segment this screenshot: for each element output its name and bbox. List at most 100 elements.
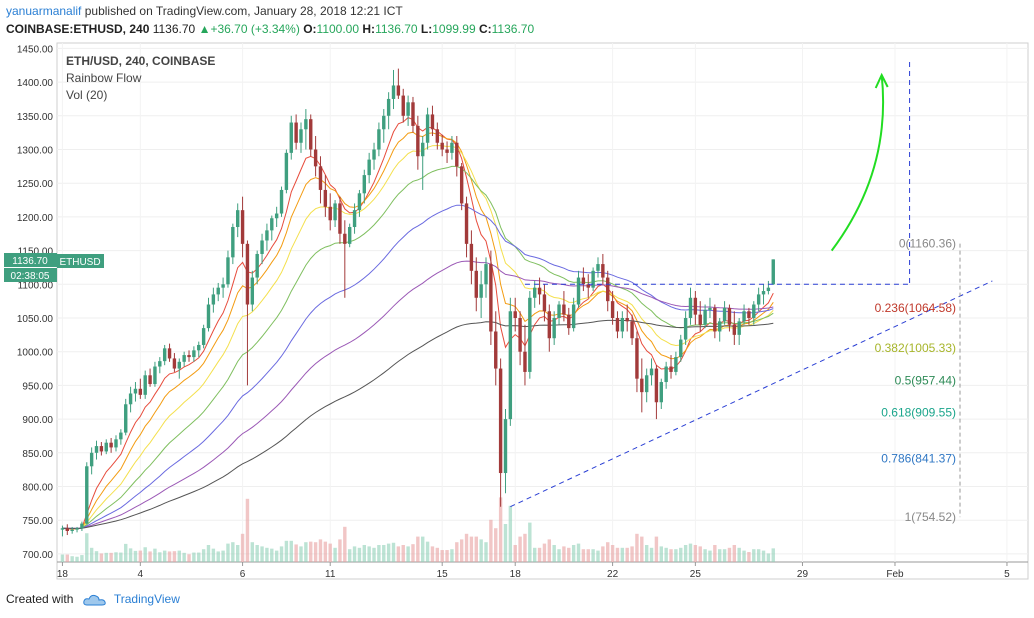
candle-up [85, 466, 89, 524]
x-tick-label: 5 [1004, 569, 1010, 580]
candle-up [304, 119, 308, 130]
candle-up [576, 277, 581, 305]
volume-bar-up [182, 552, 186, 562]
volume-bar-up [216, 551, 220, 562]
volume-bar-down [245, 498, 250, 562]
candle-up [367, 159, 371, 176]
volume-bar-up [557, 549, 561, 562]
candle-up [182, 355, 186, 362]
volume-bar-up [362, 545, 366, 562]
volume-bar-up [89, 547, 94, 562]
volume-bar-up [255, 545, 259, 562]
volume-bar-down [138, 550, 143, 562]
candle-up [644, 375, 649, 393]
tradingview-link[interactable]: TradingView [113, 592, 180, 606]
candle-up [718, 321, 722, 332]
candle-up [114, 439, 118, 448]
candle-down [713, 307, 717, 332]
x-axis: 18 4 6 11 15 18 22 25 29 Feb 5 [57, 562, 1010, 580]
candle-down [338, 203, 342, 234]
candle-up [197, 344, 201, 351]
volume-bar-up [279, 546, 284, 562]
volume-bar-up [119, 552, 123, 562]
candle-down [416, 125, 420, 157]
high-label: H: [362, 22, 376, 36]
price-tag: 1136.70 02:38:05 ETHUSD [4, 253, 104, 282]
volume-bar-down [109, 552, 113, 562]
volume-bar-down [654, 536, 659, 562]
volume-bar-down [187, 554, 191, 562]
fib-level-label: 0.786(841.37) [881, 452, 956, 466]
candle-down [474, 270, 478, 298]
candle-down [630, 321, 634, 339]
volume-bar-down [464, 533, 469, 562]
candle-down [581, 277, 586, 285]
fib-level-label: 1(754.52) [905, 510, 956, 524]
volume-bar-down [440, 550, 444, 562]
candle-up [708, 307, 712, 310]
volume-bar-down [513, 545, 517, 562]
candle-up [508, 311, 513, 420]
volume-bar-up [591, 549, 595, 562]
volume-bar-up [70, 556, 74, 562]
fib-level-label: 0.382(1005.33) [875, 341, 956, 355]
volume-bar-down [523, 533, 527, 562]
candle-up [421, 142, 425, 157]
volume-bar-up [406, 546, 410, 562]
volume-bar-down [498, 497, 503, 562]
volume-bar-up [479, 539, 483, 562]
volume-bar-up [231, 542, 235, 562]
volume-bar-down [615, 547, 620, 562]
candle-down [138, 388, 143, 395]
candle-down [240, 210, 245, 244]
candle-down [99, 446, 104, 452]
volume-bar-down [411, 544, 415, 562]
candle-up [279, 189, 284, 214]
ma-line-21 [62, 144, 774, 530]
candle-down [469, 243, 474, 271]
candle-down [567, 314, 571, 329]
x-tick-label: 18 [57, 569, 69, 580]
candle-down [732, 324, 737, 335]
author-link[interactable]: yanuarmanalif [6, 4, 82, 18]
fibonacci-levels: 0(1160.36) 0.236(1064.58) 0.382(1005.33) 0.… [875, 237, 961, 524]
ma-line-144 [62, 319, 774, 529]
candle-up [357, 193, 362, 211]
y-tick-label: 1300.00 [17, 145, 54, 156]
candle-down [109, 442, 113, 448]
candle-up [377, 129, 381, 150]
candle-up [274, 213, 279, 219]
candle-up [591, 270, 595, 288]
volume-bar-up [683, 545, 688, 562]
y-axis: 1450.00 1400.00 1350.00 1300.00 1250.00 1200.… [17, 44, 54, 561]
volume-bar-down [401, 545, 405, 562]
candle-down [489, 264, 493, 332]
volume-bar-up [620, 547, 625, 562]
candle-down [187, 355, 191, 358]
volume-bar-down [542, 543, 547, 562]
volume-bar-down [606, 542, 610, 562]
volume-bar-up [664, 547, 668, 562]
volume-bar-up [206, 545, 211, 562]
volume-bar-up [289, 540, 293, 562]
candle-up [450, 142, 454, 153]
price-change: +36.70 (+3.34%) [210, 22, 300, 36]
volume-bar-up [270, 548, 274, 562]
volume-bar-up [94, 551, 99, 562]
volume-bar-down [698, 546, 702, 562]
fib-level-label: 0.236(1064.58) [875, 301, 956, 315]
candle-up [664, 366, 668, 383]
volume-bar-down [625, 547, 629, 562]
candle-up [766, 287, 771, 292]
volume-bar-up [192, 552, 196, 562]
candle-up [124, 404, 128, 433]
volume-bar-up [153, 548, 157, 562]
legend-title: ETH/USD, 240, COINBASE [66, 54, 215, 68]
y-tick-label: 1350.00 [17, 112, 54, 123]
candle-down [669, 366, 673, 372]
volume-bar-up [143, 547, 147, 562]
candle-up [382, 115, 386, 130]
y-tick-label: 1050.00 [17, 314, 54, 325]
close-value: 1136.70 [491, 22, 535, 36]
